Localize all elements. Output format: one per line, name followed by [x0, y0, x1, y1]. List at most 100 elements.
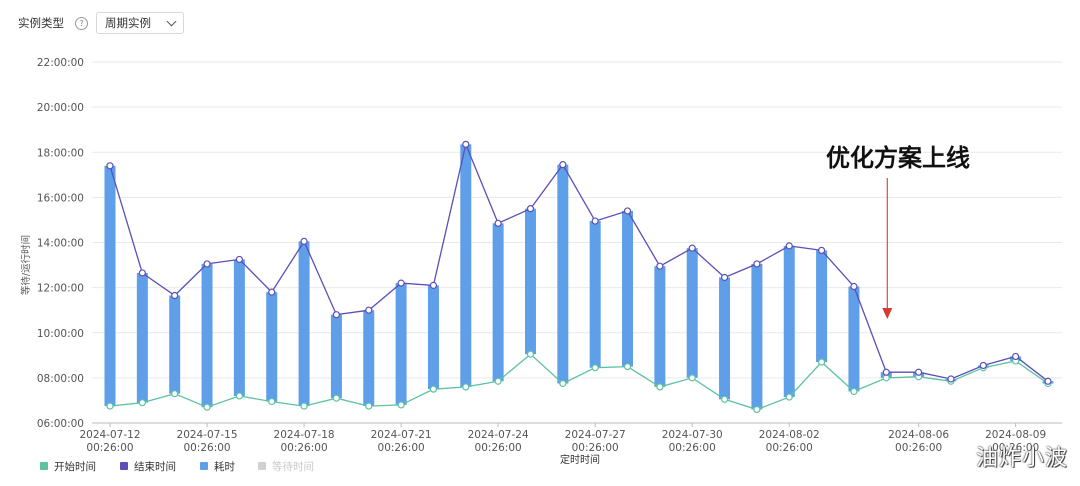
start-time-point — [591, 364, 599, 372]
duration-bar — [266, 292, 278, 402]
duration-bar — [557, 164, 569, 384]
duration-bar — [589, 221, 601, 368]
start-time-point — [494, 377, 502, 385]
x-tick-time: 00:26:00 — [86, 442, 133, 454]
end-time-point — [300, 237, 308, 245]
duration-bar — [298, 241, 310, 407]
start-time-point — [138, 399, 146, 407]
instance-type-value: 周期实例 — [105, 16, 151, 30]
start-time-point — [623, 362, 632, 371]
end-time-point — [623, 207, 632, 215]
duration-bar — [427, 285, 439, 390]
duration-bar — [751, 263, 763, 410]
end-time-point — [332, 311, 341, 319]
start-time-point — [300, 402, 308, 410]
start-time-point — [850, 387, 858, 396]
y-axis-label: 等待/运行时间 — [20, 235, 32, 295]
start-time-point — [526, 350, 535, 358]
x-tick-date: 2024-07-30 — [662, 429, 723, 441]
end-time-point — [559, 161, 567, 169]
duration-bar — [201, 263, 213, 408]
x-tick-date: 2024-08-02 — [759, 429, 820, 441]
x-tick-time: 00:26:00 — [992, 442, 1039, 454]
instance-type-select[interactable]: 周期实例 — [96, 12, 184, 34]
x-tick-time: 00:26:00 — [280, 442, 327, 454]
x-tick-date: 2024-08-09 — [985, 429, 1046, 441]
filter-bar: 实例类型 ? 周期实例 — [18, 11, 184, 35]
series-lines — [109, 142, 1049, 411]
end-time-point — [1012, 352, 1020, 361]
end-time-point — [203, 260, 211, 268]
end-time-point — [365, 306, 373, 314]
annotation-text: 优化方案上线 — [826, 144, 970, 172]
start-time-point — [688, 374, 696, 382]
duration-bar — [363, 310, 375, 407]
y-tick-label: 18:00:00 — [37, 147, 84, 159]
legend-label: 耗时 — [214, 461, 235, 473]
x-tick-date: 2024-07-18 — [274, 429, 335, 441]
end-time-point — [268, 288, 276, 296]
duration-bar — [816, 250, 828, 363]
duration-bar — [622, 210, 634, 367]
duration-bar — [654, 266, 666, 387]
series-points — [106, 140, 1052, 414]
legend-label: 结束时间 — [134, 460, 176, 473]
start-time-point — [817, 358, 826, 366]
duration-bar — [233, 259, 245, 396]
end-time-point — [720, 273, 729, 282]
end-time-point — [591, 217, 599, 225]
end-time-point — [526, 205, 535, 213]
y-tick-label: 20:00:00 — [37, 102, 84, 114]
start-time-point — [429, 385, 438, 393]
x-tick-time: 00:26:00 — [572, 442, 619, 454]
start-time-point — [268, 397, 276, 406]
x-tick-time: 00:26:00 — [669, 442, 716, 454]
end-time-point — [429, 281, 438, 289]
legend: 开始时间 结束时间 耗时 等待时间 — [40, 460, 314, 473]
start-time-point — [753, 405, 761, 414]
end-time-point — [915, 368, 923, 376]
x-tick-time: 00:26:00 — [378, 442, 425, 454]
y-tick-label: 08:00:00 — [37, 373, 84, 385]
end-time-point — [106, 162, 114, 170]
annotation-arrow-head — [882, 308, 893, 319]
duration-bar — [169, 295, 181, 394]
start-time-point — [106, 402, 114, 410]
duration-bars — [104, 144, 1054, 410]
end-time-point — [462, 140, 470, 148]
end-time-point — [138, 269, 146, 277]
watermark: 油炸小波 — [975, 446, 1068, 471]
end-time-point — [688, 244, 696, 252]
duration-bar — [330, 314, 342, 399]
end-time-point — [817, 246, 826, 254]
start-time-point — [785, 393, 793, 401]
instance-type-label: 实例类型 — [18, 16, 64, 30]
chevron-down-icon — [166, 16, 177, 26]
legend-swatch — [200, 462, 208, 470]
legend-swatch — [120, 462, 128, 470]
start-time-point — [462, 383, 470, 391]
x-tick-date: 2024-07-27 — [565, 429, 626, 441]
duration-bar — [136, 272, 148, 403]
duration-bar — [460, 144, 472, 387]
start-time-point — [397, 401, 405, 409]
start-time-point — [332, 394, 341, 402]
duration-bar — [524, 208, 536, 355]
x-tick-time: 00:26:00 — [475, 442, 522, 454]
end-time-point — [397, 279, 405, 287]
end-time-point — [494, 219, 502, 227]
end-time-point — [850, 282, 858, 291]
start-time-point — [171, 390, 179, 398]
start-time-line — [109, 353, 1049, 411]
y-tick-label: 22:00:00 — [37, 57, 84, 69]
end-time-point — [1044, 377, 1052, 385]
start-time-point — [656, 383, 664, 391]
end-time-point — [171, 291, 179, 300]
legend-label: 等待时间 — [272, 460, 314, 473]
help-icon[interactable]: ? — [75, 16, 88, 30]
y-tick-label: 12:00:00 — [37, 283, 84, 295]
end-time-point — [979, 361, 987, 370]
grid-lines — [92, 61, 1062, 424]
x-tick-date: 2024-07-24 — [468, 429, 529, 441]
wait-run-time-chart: 06:00:00 08:00:00 10:00:00 12:00:00 14:00:00… — [20, 57, 1062, 473]
